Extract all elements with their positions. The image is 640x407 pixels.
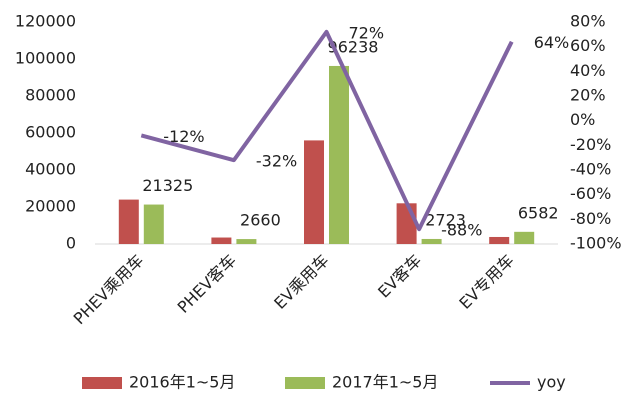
y2-tick-label: -20% — [570, 135, 611, 154]
x-tick-label: PHEV客车 — [174, 251, 240, 317]
bar — [489, 236, 510, 244]
bar — [118, 199, 139, 244]
y2-tick-label: 60% — [570, 36, 606, 55]
x-tick-label: EV客车 — [374, 251, 425, 302]
legend-label: yoy — [537, 373, 566, 392]
data-label: -32% — [256, 152, 297, 171]
x-tick-label: EV专用车 — [455, 251, 517, 313]
y2-tick-label: -100% — [570, 234, 622, 253]
bar — [304, 140, 324, 244]
y2-tick-label: -80% — [570, 209, 611, 228]
y-tick-label: 60000 — [25, 123, 76, 142]
data-label: 72% — [349, 23, 385, 42]
bar — [236, 239, 257, 244]
y-tick-label: 0 — [66, 234, 76, 253]
bar — [421, 238, 442, 244]
data-label: -88% — [441, 221, 482, 240]
data-label: 6582 — [518, 203, 559, 222]
legend-swatch — [82, 377, 122, 389]
bar — [514, 231, 535, 244]
y2-tick-label: 0% — [570, 110, 595, 129]
y2-tick-label: 80% — [570, 12, 606, 31]
y2-tick-label: -60% — [570, 184, 611, 203]
data-label: 96238 — [328, 37, 379, 56]
y2-tick-label: -40% — [570, 160, 611, 179]
bar — [396, 203, 417, 244]
y2-tick-label: 20% — [570, 86, 606, 105]
y-tick-label: 20000 — [25, 197, 76, 216]
data-label: 21325 — [142, 176, 193, 195]
y2-tick-label: 40% — [570, 61, 606, 80]
y-tick-label: 40000 — [25, 160, 76, 179]
y-tick-label: 120000 — [15, 12, 76, 31]
data-label: 2723 — [425, 210, 466, 229]
line — [140, 29, 514, 232]
legend-swatch — [285, 377, 325, 389]
x-tick-label: EV乘用车 — [270, 251, 332, 313]
bar — [143, 204, 164, 244]
legend-label: 2016年1~5月 — [129, 373, 236, 392]
y-tick-label: 100000 — [15, 49, 76, 68]
bar — [211, 237, 232, 244]
x-tick-label: PHEV乘用车 — [70, 251, 148, 329]
data-label: 2660 — [240, 211, 281, 230]
data-label: -12% — [163, 127, 204, 146]
legend-label: 2017年1~5月 — [332, 373, 439, 392]
y-tick-label: 80000 — [25, 86, 76, 105]
data-label: 64% — [534, 33, 570, 52]
bar — [329, 65, 349, 244]
